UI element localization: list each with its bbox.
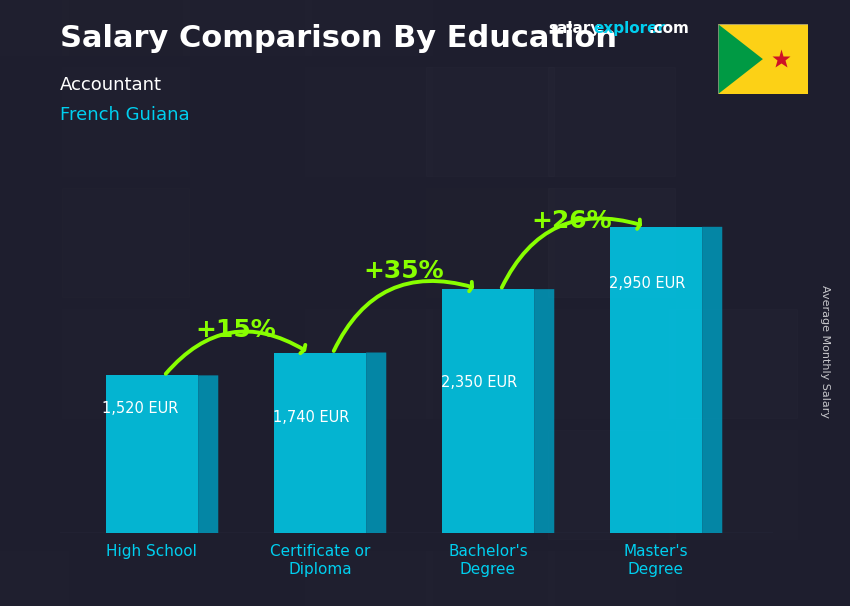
Text: 2,950 EUR: 2,950 EUR [609, 276, 686, 291]
Polygon shape [198, 375, 218, 533]
FancyBboxPatch shape [609, 227, 702, 533]
Text: 1,520 EUR: 1,520 EUR [101, 401, 178, 416]
Text: Salary Comparison By Education: Salary Comparison By Education [60, 24, 616, 53]
Text: +15%: +15% [196, 318, 276, 342]
Text: .com: .com [649, 21, 689, 36]
Polygon shape [718, 24, 763, 94]
FancyBboxPatch shape [274, 353, 366, 533]
Text: Accountant: Accountant [60, 76, 162, 94]
Text: Average Monthly Salary: Average Monthly Salary [820, 285, 830, 418]
Text: +26%: +26% [531, 208, 612, 233]
Text: 1,740 EUR: 1,740 EUR [273, 410, 349, 425]
FancyBboxPatch shape [442, 289, 534, 533]
Text: salary: salary [548, 21, 601, 36]
Polygon shape [702, 227, 722, 533]
Polygon shape [534, 289, 554, 533]
Text: +35%: +35% [364, 259, 445, 284]
Text: 2,350 EUR: 2,350 EUR [441, 376, 517, 390]
FancyBboxPatch shape [105, 375, 198, 533]
Text: explorer: explorer [593, 21, 666, 36]
Text: French Guiana: French Guiana [60, 106, 189, 124]
Polygon shape [366, 353, 386, 533]
